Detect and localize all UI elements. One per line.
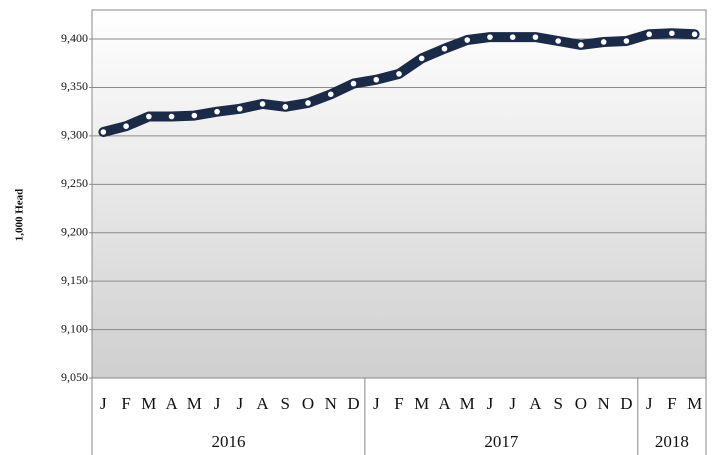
x-tick-label: A [256, 394, 269, 413]
x-tick-label: S [553, 394, 562, 413]
x-tick-label: J [100, 394, 107, 413]
point [282, 104, 289, 110]
point [464, 37, 471, 43]
year-label: 2016 [211, 432, 245, 451]
point [327, 91, 334, 98]
point [123, 123, 129, 130]
point [600, 39, 607, 45]
x-tick-label: M [141, 394, 156, 413]
point [623, 38, 630, 44]
point [487, 34, 493, 40]
point [350, 80, 357, 87]
year-label: 2017 [484, 432, 519, 451]
point [191, 112, 198, 119]
plot-area [91, 9, 707, 379]
point [237, 105, 243, 112]
x-tick-label: S [281, 394, 290, 413]
y-tick-label: 9,300 [61, 128, 88, 142]
x-tick-label: J [237, 394, 244, 413]
y-axis-label: 1,000 Head [14, 189, 26, 242]
x-tick-label: F [667, 394, 676, 413]
x-tick-label: A [165, 394, 178, 413]
x-tick-label: D [620, 394, 632, 413]
year-label: 2018 [655, 432, 689, 451]
point [691, 31, 698, 38]
point [669, 30, 675, 37]
point [532, 34, 539, 40]
x-tick-label: J [214, 394, 221, 413]
y-tick-label: 9,350 [61, 79, 88, 93]
y-tick-label: 9,100 [61, 321, 88, 335]
point [441, 45, 448, 52]
x-tick-label: M [414, 394, 429, 413]
y-tick-label: 9,200 [61, 224, 88, 238]
point [646, 31, 652, 38]
x-tick-label: N [325, 394, 337, 413]
x-tick-label: F [394, 394, 403, 413]
y-tick-label: 9,250 [61, 176, 88, 190]
point [578, 42, 584, 48]
point [146, 113, 152, 120]
y-tick-label: 9,050 [61, 370, 88, 384]
x-tick-label: M [687, 394, 702, 413]
point [555, 38, 561, 44]
x-tick-label: J [373, 394, 380, 413]
point [373, 76, 380, 83]
y-tick-label: 9,400 [61, 31, 88, 45]
point [305, 100, 311, 106]
point [396, 71, 402, 77]
x-tick-label: J [487, 394, 494, 413]
point [168, 113, 175, 120]
x-tick-label: A [529, 394, 542, 413]
x-tick-label: N [598, 394, 610, 413]
point [259, 101, 266, 107]
x-tick-label: J [509, 394, 516, 413]
x-tick-label: A [438, 394, 451, 413]
point [214, 108, 220, 115]
x-tick-label: O [575, 394, 587, 413]
point [509, 34, 516, 40]
x-tick-label: M [187, 394, 202, 413]
x-tick-label: F [121, 394, 130, 413]
x-tick-label: D [347, 394, 359, 413]
x-tick-label: J [646, 394, 653, 413]
point [100, 129, 107, 135]
x-tick-label: O [302, 394, 314, 413]
point [418, 55, 425, 62]
x-tick-label: M [460, 394, 475, 413]
y-tick-label: 9,150 [61, 273, 88, 287]
